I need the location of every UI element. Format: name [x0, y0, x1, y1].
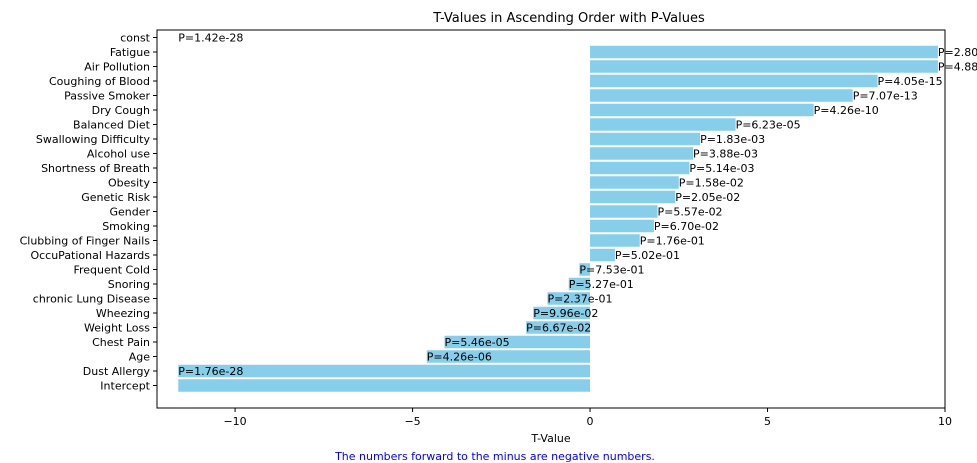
- bar-chronic-lung-disease: [547, 292, 591, 305]
- bar-intercept: [178, 379, 591, 392]
- y-tick-label-gender: Gender: [109, 206, 150, 219]
- bar-dry-cough: [590, 103, 814, 117]
- y-tick-label-clubbing-of-finger-nails: Clubbing of Finger Nails: [20, 235, 151, 248]
- x-tick-label: −10: [223, 415, 246, 428]
- y-tick-label-shortness-of-breath: Shortness of Breath: [41, 162, 150, 175]
- p-value-label-coughing-of-blood: P=4.05e-15: [878, 75, 943, 88]
- p-value-label-chest-pain: P=5.46e-05: [445, 336, 510, 349]
- bar-frequent-cold: [579, 263, 591, 276]
- y-tick-label-obesity: Obesity: [108, 177, 151, 190]
- y-tick-label-coughing-of-blood: Coughing of Blood: [49, 75, 150, 88]
- p-value-label-fatigue: P=2.80e-21: [938, 46, 977, 59]
- y-tick-label-const: const: [120, 32, 150, 45]
- p-value-label-balanced-diet: P=6.23e-05: [736, 119, 801, 132]
- p-value-label-shortness-of-breath: P=5.14e-03: [689, 162, 754, 175]
- bar-fatigue: [590, 45, 938, 59]
- y-tick-label-fatigue: Fatigue: [110, 46, 150, 59]
- bar-gender: [590, 205, 658, 218]
- bar-wheezing: [533, 306, 591, 320]
- p-value-label-dry-cough: P=4.26e-10: [814, 104, 879, 117]
- y-tick-label-dry-cough: Dry Cough: [92, 104, 150, 117]
- y-tick-label-passive-smoker: Passive Smoker: [64, 90, 150, 103]
- y-tick-label-chest-pain: Chest Pain: [92, 336, 150, 349]
- p-value-label-const: P=1.42e-28: [178, 32, 243, 45]
- y-tick-label-balanced-diet: Balanced Diet: [73, 119, 151, 132]
- p-value-label-smoking: P=6.70e-02: [654, 220, 719, 233]
- bar-shortness-of-breath: [590, 161, 690, 175]
- y-tick-label-frequent-cold: Frequent Cold: [73, 264, 150, 277]
- bar-coughing-of-blood: [590, 74, 878, 88]
- p-value-label-alcohol-use: P=3.88e-03: [693, 148, 758, 161]
- bar-smoking: [590, 219, 654, 233]
- p-value-label-snoring: P=5.27e-01: [569, 278, 634, 291]
- bar-age: [426, 350, 591, 363]
- y-tick-label-genetic-risk: Genetic Risk: [81, 191, 150, 204]
- y-tick-label-wheezing: Wheezing: [96, 307, 150, 320]
- p-value-label-air-pollution: P=4.88e-21: [938, 61, 977, 74]
- p-value-label-passive-smoker: P=7.07e-13: [853, 90, 918, 103]
- p-value-label-gender: P=5.57e-02: [657, 206, 722, 219]
- y-tick-label-dust-allergy: Dust Allergy: [83, 365, 151, 378]
- p-value-label-age: P=4.26e-06: [427, 351, 492, 364]
- p-value-label-clubbing-of-finger-nails: P=1.76e-01: [640, 235, 705, 248]
- y-tick-label-intercept: Intercept: [100, 380, 150, 393]
- bar-clubbing-of-finger-nails: [590, 234, 640, 247]
- y-tick-label-snoring: Snoring: [108, 278, 150, 291]
- plot-frame: [156, 29, 946, 409]
- y-tick-label-chronic-lung-disease: chronic Lung Disease: [33, 293, 150, 306]
- footnote: The numbers forward to the minus are neg…: [334, 450, 655, 463]
- p-value-label-obesity: P=1.58e-02: [679, 177, 744, 190]
- bar-weight-loss: [526, 321, 591, 334]
- x-tick-label: 5: [764, 415, 771, 428]
- x-axis-title: T-Value: [530, 432, 570, 445]
- x-tick-label: 10: [938, 415, 952, 428]
- x-axis-ticks: −10 −5 0 5 10: [223, 408, 952, 428]
- bar-air-pollution: [590, 60, 938, 73]
- y-tick-label-age: Age: [129, 351, 151, 364]
- p-value-label-occupational-hazards: P=5.02e-01: [615, 249, 680, 262]
- bar-passive-smoker: [590, 89, 853, 102]
- bar-alcohol-use: [590, 147, 693, 160]
- y-tick-label-occupational-hazards: OccuPational Hazards: [30, 249, 150, 262]
- p-value-label-chronic-lung-disease: P=2.37e-01: [547, 293, 612, 306]
- p-value-label-genetic-risk: P=2.05e-02: [675, 191, 740, 204]
- bar-obesity: [590, 176, 679, 189]
- y-tick-label-alcohol-use: Alcohol use: [87, 148, 150, 161]
- x-tick-label: −5: [404, 415, 420, 428]
- y-tick-label-weight-loss: Weight Loss: [84, 322, 150, 335]
- bars-layer: P=1.42e-28 P=2.80e-21 P=4.88e-21P=4.05e-15…: [178, 32, 977, 392]
- bar-snoring: [568, 277, 591, 291]
- y-tick-label-swallowing-difficulty: Swallowing Difficulty: [36, 133, 151, 146]
- y-tick-label-air-pollution: Air Pollution: [84, 61, 150, 74]
- p-value-label-dust-allergy: P=1.76e-28: [178, 365, 243, 378]
- x-tick-label: 0: [587, 415, 594, 428]
- bar-balanced-diet: [590, 118, 736, 131]
- p-value-label-weight-loss: P=6.67e-02: [526, 322, 591, 335]
- y-tick-label-smoking: Smoking: [102, 220, 150, 233]
- bar-swallowing-difficulty: [590, 132, 701, 146]
- p-value-label-swallowing-difficulty: P=1.83e-03: [700, 133, 765, 146]
- bar-occupational-hazards: [590, 248, 615, 262]
- bar-genetic-risk: [590, 190, 676, 204]
- bar-chest-pain: [444, 335, 591, 349]
- p-value-label-frequent-cold: P=7.53e-01: [579, 264, 644, 277]
- bar-dust-allergy: [178, 364, 591, 378]
- p-value-label-wheezing: P=9.96e-02: [533, 307, 598, 320]
- chart-title: T-Values in Ascending Order with P-Value…: [432, 11, 705, 26]
